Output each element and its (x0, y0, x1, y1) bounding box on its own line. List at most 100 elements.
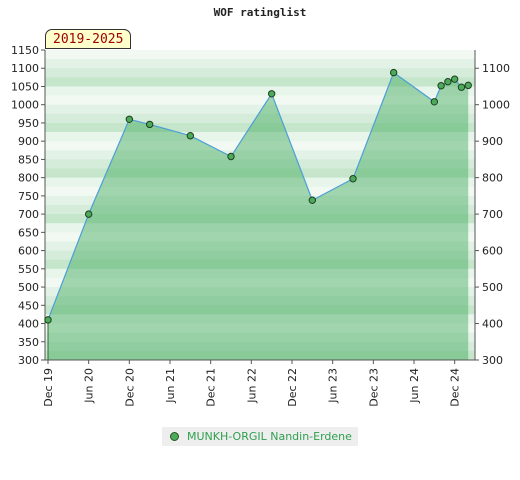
background-stripe (45, 195, 475, 206)
x-tick-label: Jun 20 (83, 368, 96, 404)
period-badge: 2019-2025 (45, 29, 132, 49)
background-stripe (45, 323, 475, 334)
data-point (457, 83, 466, 91)
background-stripe (45, 305, 475, 315)
x-tick-label: Jun 21 (164, 368, 177, 404)
background-stripe (45, 159, 475, 170)
background-stripe (45, 277, 475, 288)
background-stripe (45, 132, 475, 142)
data-point (84, 210, 93, 218)
background-stripe (45, 341, 475, 352)
background-stripe (45, 214, 475, 224)
x-tick-label: Jun 24 (408, 368, 421, 404)
background-stripe (45, 95, 475, 106)
background-stripe (45, 177, 475, 188)
chart-title: WOF ratinglist (213, 6, 307, 19)
y-tick-label-right: 700 (482, 208, 503, 221)
data-markers (44, 68, 472, 324)
background-stripe (45, 141, 475, 151)
x-tick-label: Dec 22 (286, 368, 299, 407)
y-tick-label-right: 1000 (482, 99, 510, 112)
background-stripe (45, 296, 475, 306)
y-tick-label-right: 1100 (482, 62, 510, 75)
data-point (389, 68, 398, 77)
background-stripe (45, 241, 475, 252)
background-stripe (45, 332, 475, 343)
x-tick-label: Dec 20 (123, 368, 136, 407)
y-tick-label-left: 900 (18, 135, 39, 148)
y-tick-label-left: 450 (18, 299, 39, 312)
data-point (145, 120, 154, 129)
x-tick-label: Dec 23 (367, 368, 380, 407)
background-stripe (45, 287, 475, 297)
background-stripe (45, 205, 475, 215)
y-tick-label-left: 350 (18, 336, 39, 349)
x-tick-label: Jun 23 (327, 368, 340, 404)
y-tick-label-left: 600 (18, 245, 39, 258)
x-tick-label: Dec 19 (42, 368, 55, 407)
y-tick-label-left: 950 (18, 117, 39, 130)
y-axis-right: 300 400 500 600 700 800 900 1000 1100 (475, 62, 510, 367)
data-point (349, 175, 357, 183)
background-stripe (45, 77, 475, 87)
legend-label: MUNKH-ORGIL Nandin-Erdene (187, 430, 352, 443)
background-stripe (45, 50, 475, 60)
x-tick-label: Dec 21 (205, 368, 218, 407)
y-tick-label-right: 800 (482, 172, 503, 185)
data-point (308, 196, 317, 204)
legend-marker-icon (170, 432, 179, 441)
y-tick-label-left: 800 (18, 172, 39, 185)
background-stripe (45, 259, 475, 270)
y-tick-label-left: 550 (18, 263, 39, 276)
data-point (267, 90, 276, 98)
background-stripe (45, 186, 475, 197)
background-stripe (45, 168, 475, 179)
axes (44, 50, 476, 361)
data-point (186, 132, 195, 140)
x-tick-label: Jun 22 (245, 368, 258, 404)
y-tick-label-left: 750 (18, 190, 39, 203)
background-stripe (45, 68, 475, 78)
y-tick-label-left: 400 (18, 318, 39, 331)
background-stripe (45, 268, 475, 279)
y-tick-label-right: 300 (482, 354, 503, 367)
background-stripe (45, 150, 475, 160)
y-tick-label-left: 850 (18, 153, 39, 166)
y-tick-label-right: 900 (482, 135, 503, 148)
x-tick-label: Dec 24 (449, 368, 462, 407)
background-stripe (45, 250, 475, 261)
data-point (227, 152, 235, 161)
y-tick-label-right: 600 (482, 245, 503, 258)
y-tick-label-left: 650 (18, 226, 39, 239)
y-tick-label-left: 500 (18, 281, 39, 294)
background-stripe (45, 122, 475, 133)
background-stripe (45, 223, 475, 233)
background-stripe (45, 314, 475, 325)
y-tick-label-left: 1050 (11, 80, 39, 93)
y-axis-left: 300 350 400 450 500 550 600 650 700 750 800 850 900 9… (11, 44, 45, 367)
y-tick-label-left: 1100 (11, 62, 39, 75)
y-tick-label-left: 700 (18, 208, 39, 221)
background-stripe (45, 232, 475, 242)
data-point (44, 316, 52, 324)
data-point (125, 115, 134, 123)
y-tick-label-right: 400 (482, 318, 503, 331)
y-tick-label-left: 1000 (11, 99, 39, 112)
rating-area-fill (48, 72, 469, 361)
background-stripe (45, 104, 475, 115)
legend[interactable]: MUNKH-ORGIL Nandin-Erdene (162, 427, 358, 446)
data-point (464, 81, 472, 90)
y-tick-label-left: 300 (18, 354, 39, 367)
y-tick-label-left: 1150 (11, 44, 39, 57)
data-point (444, 78, 452, 86)
background-bands (45, 50, 475, 361)
background-stripe (45, 113, 475, 124)
y-tick-label-right: 500 (482, 281, 503, 294)
background-stripe (45, 59, 475, 69)
data-point (437, 82, 445, 90)
data-point (450, 75, 459, 83)
x-axis: Dec 19 Jun 20 Dec 20 Jun 21 Dec 21 Jun 22 Dec … (42, 360, 462, 407)
data-point (430, 98, 439, 106)
background-stripe (45, 86, 475, 97)
